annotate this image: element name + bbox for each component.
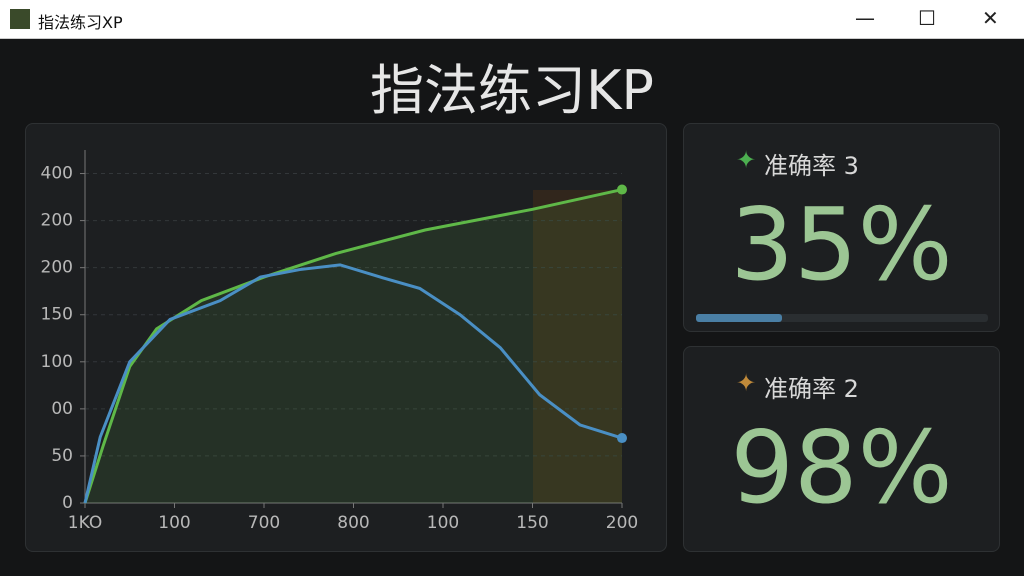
close-button[interactable]: ✕ [982,6,999,30]
chart-panel [25,123,667,552]
area [85,189,622,503]
x-tick-label: 700 [248,513,280,533]
x-tick-label: 150 [516,513,548,533]
x-tick-label: 100 [427,513,459,533]
card-label: 准确率 3 [764,152,859,180]
window-title: 指法练习XP [38,13,123,32]
heading: 指法练习KP [370,59,654,122]
y-tick-label: 150 [41,305,73,325]
card-label: 准确率 2 [764,375,859,403]
y-tick-label: 400 [41,164,73,184]
highlight-band [533,190,622,503]
maximize-button[interactable]: ☐ [918,6,936,30]
y-tick-label: 100 [41,352,73,372]
y-tick-label: 0 [62,493,73,513]
progress-track [696,314,988,322]
title-bar: 指法练习XP — ☐ ✕ [0,0,1024,39]
series-line [83,188,623,504]
end-point [617,433,627,444]
stat-card: ✦ 准确率 2 98% [683,346,1000,552]
icon: ✦ [736,369,757,397]
end-point [617,184,627,195]
x-tick-label: 1KO [68,513,102,533]
progress-fill [696,314,782,322]
x-tick-label: 200 [606,513,638,533]
y-tick-label: 200 [41,258,73,278]
app-icon [10,9,30,29]
x-tick-label: 800 [337,513,369,533]
icon: ✦ [736,146,757,174]
x-tick-label: 100 [158,513,190,533]
y-tick-label: 50 [51,446,73,466]
minimize-button[interactable]: — [855,6,875,30]
y-tick-label: 00 [51,399,73,419]
y-tick-label: 200 [41,211,73,231]
card-value: 35% [730,186,953,303]
stat-card: ✦ 准确率 3 35% [683,123,1000,332]
card-value: 98% [730,409,953,526]
series-line [83,263,623,504]
